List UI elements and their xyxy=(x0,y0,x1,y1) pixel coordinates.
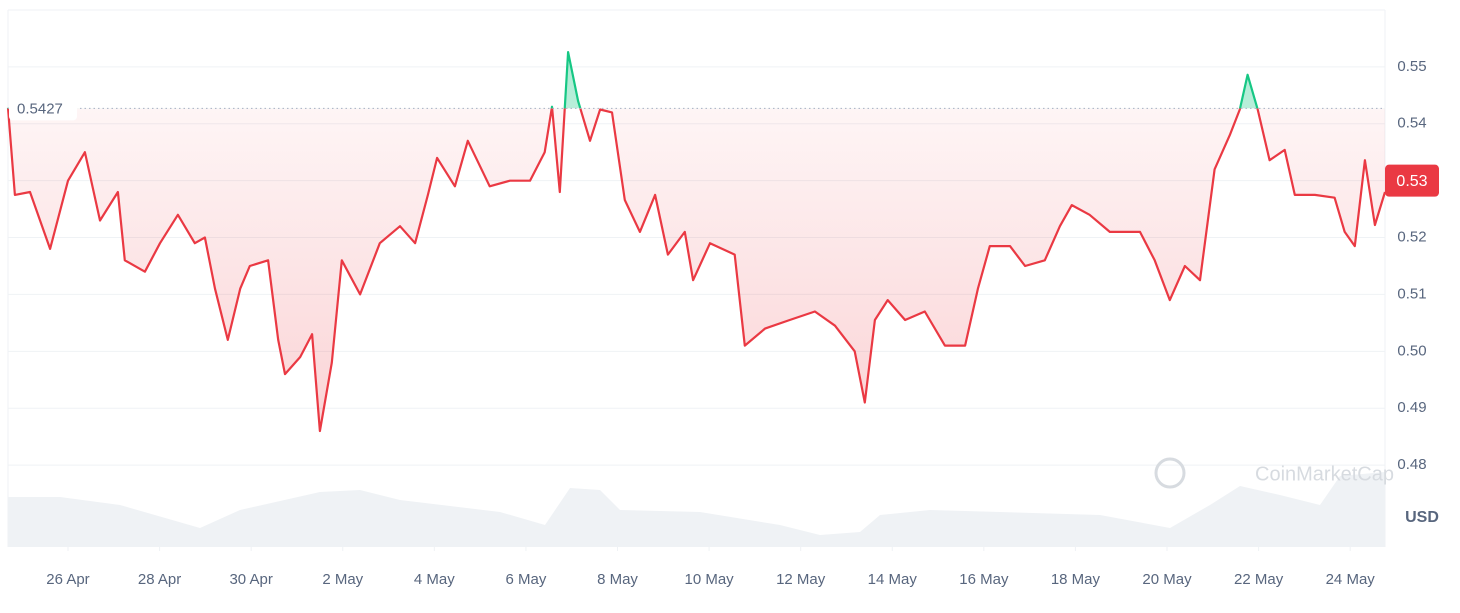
x-tick-label: 30 Apr xyxy=(229,571,272,588)
current-price-box xyxy=(1385,164,1439,197)
y-tick-label: 0.48 xyxy=(1397,456,1426,473)
y-tick-label: 0.54 xyxy=(1397,115,1426,132)
x-tick-label: 28 Apr xyxy=(138,571,181,588)
x-tick-label: 4 May xyxy=(414,571,455,588)
x-tick-label: 6 May xyxy=(505,571,546,588)
reference-label: 0.5427 xyxy=(17,100,63,117)
x-tick-label: 18 May xyxy=(1051,571,1101,588)
x-tick-label: 8 May xyxy=(597,571,638,588)
y-tick-label: 0.55 xyxy=(1397,58,1426,75)
currency-label: USD xyxy=(1405,509,1439,526)
plot xyxy=(6,51,1387,433)
x-tick-label: 12 May xyxy=(776,571,826,588)
y-tick-label: 0.50 xyxy=(1397,342,1426,359)
area-below xyxy=(8,108,1385,431)
x-tick-label: 26 Apr xyxy=(46,571,89,588)
y-tick-label: 0.49 xyxy=(1397,399,1426,416)
watermark-logo xyxy=(1154,457,1186,489)
x-tick-label: 2 May xyxy=(322,571,363,588)
x-tick-label: 20 May xyxy=(1142,571,1192,588)
current-price-label: 0.53 xyxy=(1396,173,1427,190)
x-tick-label: 10 May xyxy=(684,571,734,588)
watermark: CoinMarketCap xyxy=(1255,463,1394,485)
x-tick-label: 14 May xyxy=(868,571,918,588)
x-tick-label: 24 May xyxy=(1326,571,1376,588)
price-line xyxy=(6,108,1387,433)
y-tick-label: 0.51 xyxy=(1397,285,1426,302)
reference-label-bg xyxy=(9,96,77,121)
area-above xyxy=(8,52,1385,109)
x-tick-label: 22 May xyxy=(1234,571,1284,588)
y-tick-label: 0.52 xyxy=(1397,229,1426,246)
x-tick-label: 16 May xyxy=(959,571,1009,588)
volume-area xyxy=(8,472,1385,547)
